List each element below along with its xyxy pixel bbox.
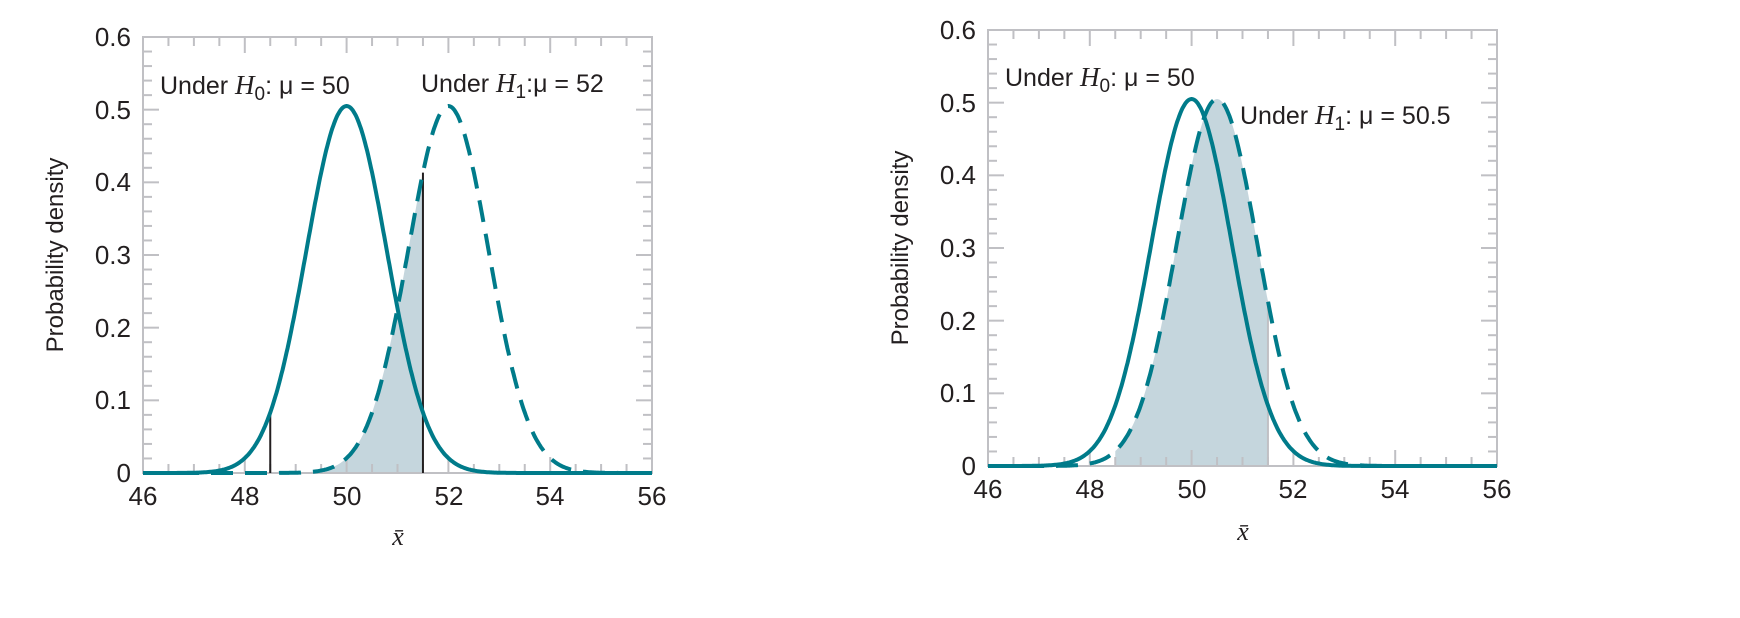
h1-annotation: Under H1: μ = 50.5	[1240, 100, 1451, 135]
x-tick-50: 50	[1178, 474, 1207, 504]
x-tick-48: 48	[1076, 474, 1105, 504]
h0-annotation: Under H0: μ = 50	[1005, 62, 1195, 97]
x-tick-48: 48	[231, 481, 260, 511]
x-tick-54: 54	[1381, 474, 1410, 504]
y-tick-0.4: 0.4	[940, 160, 976, 190]
y-tick-0.3: 0.3	[940, 233, 976, 263]
y-tick-0.6: 0.6	[95, 22, 131, 52]
y-tick-0.1: 0.1	[95, 385, 131, 415]
y-axis-label: Probability density	[42, 158, 69, 353]
chart-panel-left: 0 0.1 0.2 0.3 0.4 0.5 0.6 46 48 50 52 54…	[42, 22, 667, 551]
h0-annotation: Under H0: μ = 50	[160, 70, 350, 105]
y-axis-label: Probability density	[887, 151, 914, 346]
h1-density-curve	[987, 97, 1498, 468]
x-tick-46: 46	[129, 481, 158, 511]
x-tick-56: 56	[1483, 474, 1512, 504]
h0-density-curve	[142, 104, 653, 475]
plot-area-right	[987, 29, 1498, 468]
y-tick-0.5: 0.5	[95, 95, 131, 125]
x-tick-54: 54	[536, 481, 565, 511]
h1-density-curve	[142, 104, 653, 475]
y-tick-labels: 0 0.1 0.2 0.3 0.4 0.5 0.6	[95, 22, 131, 488]
beta-shaded-region	[270, 172, 423, 473]
plot-area-left	[142, 36, 653, 475]
x-tick-50: 50	[333, 481, 362, 511]
h1-annotation: Under H1:μ = 52	[421, 68, 604, 103]
x-tick-labels: 46 48 50 52 54 56	[129, 481, 667, 511]
x-tick-52: 52	[435, 481, 464, 511]
x-tick-56: 56	[638, 481, 667, 511]
x-tick-46: 46	[974, 474, 1003, 504]
beta-shaded-region	[1115, 99, 1268, 466]
y-tick-0.2: 0.2	[940, 306, 976, 336]
x-tick-labels: 46 48 50 52 54 56	[974, 474, 1512, 504]
x-axis-label: x̄	[1236, 517, 1249, 546]
chart-panel-right: 0 0.1 0.2 0.3 0.4 0.5 0.6 46 48 50 52 54…	[887, 15, 1512, 546]
x-axis-label: x̄	[391, 522, 404, 551]
y-tick-0.1: 0.1	[940, 378, 976, 408]
y-tick-0.3: 0.3	[95, 240, 131, 270]
x-tick-52: 52	[1279, 474, 1308, 504]
y-tick-0.4: 0.4	[95, 167, 131, 197]
y-tick-0.5: 0.5	[940, 88, 976, 118]
y-tick-0.6: 0.6	[940, 15, 976, 45]
y-tick-labels: 0 0.1 0.2 0.3 0.4 0.5 0.6	[940, 15, 976, 481]
y-tick-0: 0	[962, 451, 976, 481]
y-tick-0: 0	[117, 458, 131, 488]
y-tick-0.2: 0.2	[95, 313, 131, 343]
